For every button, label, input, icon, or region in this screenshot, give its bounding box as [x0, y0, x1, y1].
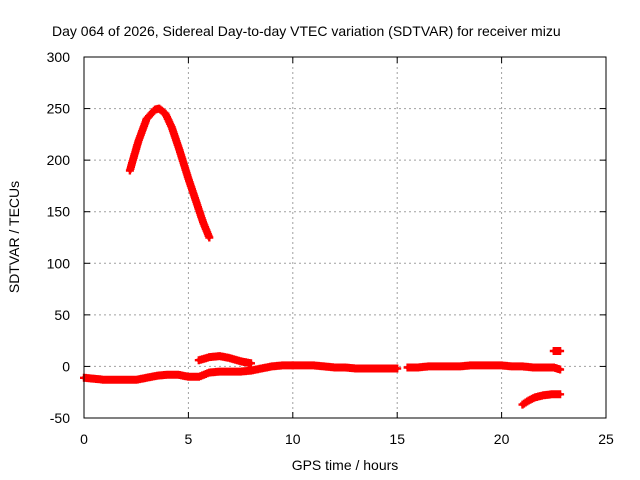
data-point [144, 116, 149, 121]
data-point [228, 369, 233, 374]
x-tick-label: 10 [285, 431, 301, 447]
y-tick-label: 250 [47, 101, 71, 117]
data-point [395, 366, 400, 371]
data-point [259, 366, 264, 371]
data-point [113, 377, 118, 382]
data-point [374, 366, 379, 371]
data-point [102, 377, 107, 382]
series-baseline-c [403, 361, 565, 374]
data-point [196, 374, 201, 379]
data-point [510, 364, 515, 369]
series-arc-low [518, 390, 565, 409]
data-point [249, 368, 254, 373]
data-point [238, 369, 243, 374]
y-tick-label: 200 [47, 152, 71, 168]
data-point [322, 364, 327, 369]
data-point [194, 201, 199, 206]
data-point [163, 111, 168, 116]
data-point [353, 366, 358, 371]
x-tick-label: 5 [185, 431, 193, 447]
data-point [468, 363, 473, 368]
data-point [134, 377, 139, 382]
data-point [457, 364, 462, 369]
data-point [551, 348, 556, 353]
data-point [92, 376, 97, 381]
data-point [551, 365, 556, 370]
data-point [558, 367, 563, 372]
series-bump [194, 352, 255, 368]
data-point [186, 176, 191, 181]
data-point [217, 369, 222, 374]
chart-title: Day 064 of 2026, Sidereal Day-to-day VTE… [52, 23, 561, 39]
data-point [447, 364, 452, 369]
data-point [217, 354, 222, 359]
data-point [489, 363, 494, 368]
data-point [526, 398, 531, 403]
data-point [405, 365, 410, 370]
y-tick-label: 50 [54, 307, 70, 323]
series-tail [549, 347, 565, 355]
data-point [478, 363, 483, 368]
data-point [541, 365, 546, 370]
data-point [175, 372, 180, 377]
data-point [416, 365, 421, 370]
data-point [280, 363, 285, 368]
data-point [165, 372, 170, 377]
data-point [499, 363, 504, 368]
data-point [363, 366, 368, 371]
data-point [186, 374, 191, 379]
data-point [152, 107, 157, 112]
data-point [228, 356, 233, 361]
y-axis-label: SDTVAR / TECUs [6, 181, 22, 293]
y-tick-label: 150 [47, 204, 71, 220]
data-point [169, 125, 174, 130]
plot-frame [83, 56, 607, 419]
data-point [384, 366, 389, 371]
data-point [558, 392, 563, 397]
data-point [123, 377, 128, 382]
data-point [549, 392, 554, 397]
data-point [196, 358, 201, 363]
y-tick-label: 100 [47, 255, 71, 271]
data-point [155, 373, 160, 378]
data-point [332, 365, 337, 370]
y-tick-label: 300 [47, 49, 71, 65]
data-point [136, 139, 141, 144]
x-tick-label: 20 [494, 431, 510, 447]
data-point [290, 363, 295, 368]
data-point [520, 402, 525, 407]
data-point [127, 168, 132, 173]
data-point [530, 365, 535, 370]
data-point [343, 365, 347, 370]
data-point [238, 359, 243, 364]
data-point [207, 355, 212, 360]
data-point [311, 363, 316, 368]
x-tick-label: 25 [598, 431, 614, 447]
x-tick-label: 15 [389, 431, 405, 447]
data-point [541, 393, 546, 398]
x-tick-label: 0 [80, 431, 88, 447]
data-point [201, 220, 206, 225]
series-arc-high [125, 104, 214, 242]
data-point [426, 364, 431, 369]
axis-ticks: 0 5 10 15 20 25 -50 0 50 100 150 200 250 300 [47, 49, 614, 447]
y-tick-label: 0 [62, 358, 70, 374]
y-tick-label: -50 [50, 410, 70, 426]
data-point [157, 106, 162, 111]
x-axis-label: GPS time / hours [292, 457, 399, 473]
data-point [520, 364, 525, 369]
data-point [249, 361, 254, 366]
data-point [144, 375, 149, 380]
data-point [207, 370, 212, 375]
data-point [269, 364, 274, 369]
data-points [80, 104, 565, 409]
data-point [301, 363, 306, 368]
data-point [558, 348, 563, 353]
data-point [533, 395, 538, 400]
data-point [207, 235, 212, 240]
data-point [178, 149, 183, 154]
series-baseline-b [288, 361, 402, 373]
